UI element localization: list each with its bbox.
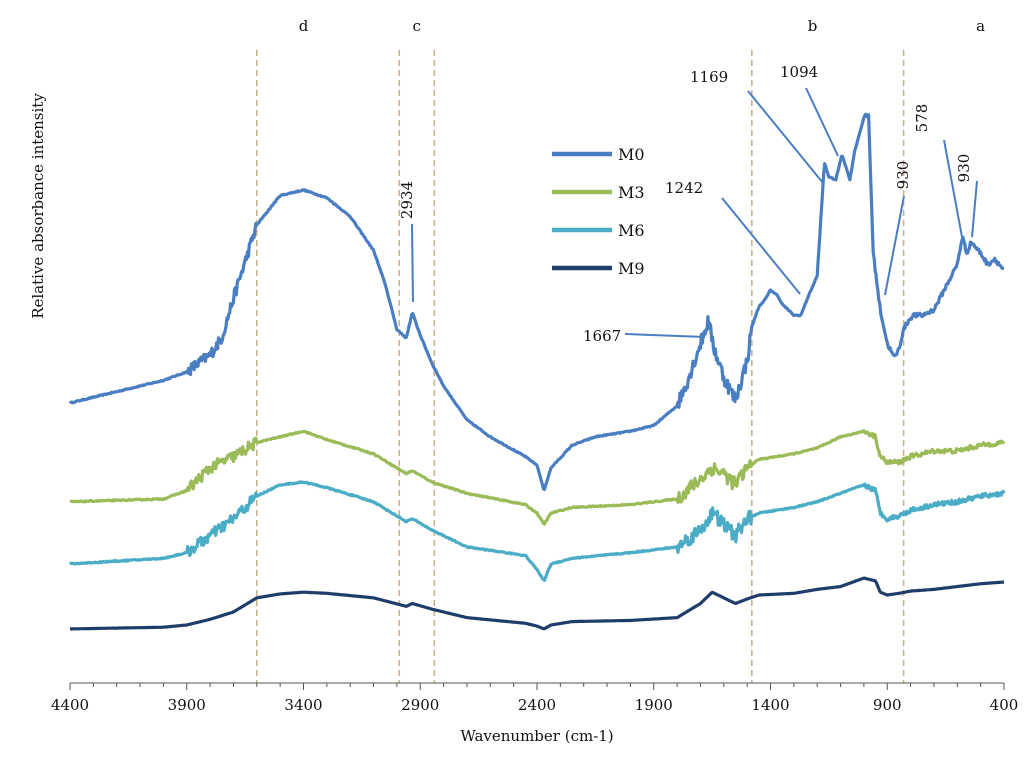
x-tick-label: 400	[990, 696, 1019, 714]
region-label-b: b	[808, 17, 818, 35]
annotation-leader-5	[884, 195, 905, 296]
x-tick-label: 1900	[635, 696, 673, 714]
series-line-m6	[68, 480, 1006, 582]
legend-label-m3: M3	[618, 183, 645, 202]
annotation-label-1: 1667	[583, 327, 621, 345]
annotation-label-2: 1242	[665, 179, 703, 197]
x-tick-label: 3400	[284, 696, 322, 714]
annotation-leader-1	[624, 333, 706, 338]
annotation-label-0: 2934	[398, 181, 416, 219]
annotation-label-5: 930	[894, 161, 912, 190]
legend-label-m6: M6	[618, 221, 645, 240]
annotation-label-7: 930	[955, 154, 973, 183]
annotation-leader-4	[805, 87, 839, 157]
legend-label-m9: M9	[618, 259, 645, 278]
x-tick-label: 1400	[751, 696, 789, 714]
legend: M0 M3 M6 M9	[552, 145, 645, 278]
x-tick-label: 4400	[51, 696, 89, 714]
region-label-c: c	[413, 17, 421, 35]
y-axis-label: Relative absorbance intensity	[29, 93, 47, 319]
x-axis-label: Wavenumber (cm-1)	[460, 727, 613, 745]
x-ticks: 4400 3900 3400 2900 2400 1900 1400 900 400	[51, 683, 1018, 714]
x-tick-label: 3900	[168, 696, 206, 714]
annotation-leader-2	[721, 197, 801, 295]
x-tick-label: 2400	[518, 696, 556, 714]
x-tick-label: 900	[873, 696, 902, 714]
series-line-m0	[68, 112, 1005, 491]
x-tick-label: 2900	[401, 696, 439, 714]
legend-label-m0: M0	[618, 145, 645, 164]
annotation-label-4: 1094	[780, 63, 818, 81]
region-label-a: a	[976, 17, 985, 35]
annotation-leader-6	[943, 139, 963, 238]
annotation-leader-3	[747, 90, 824, 184]
annotation-label-3: 1169	[690, 68, 728, 86]
series-line-m9	[69, 576, 1005, 631]
annotation-leader-0	[411, 223, 414, 303]
peak-annotations: 2934 1667 1242 1169 1094 930 578 930	[398, 63, 978, 345]
series-line-m3	[69, 429, 1006, 526]
annotation-label-6: 578	[913, 104, 931, 133]
annotation-leader-7	[971, 180, 978, 238]
series-lines	[68, 112, 1006, 631]
region-label-d: d	[299, 17, 309, 35]
region-lines	[255, 50, 905, 683]
